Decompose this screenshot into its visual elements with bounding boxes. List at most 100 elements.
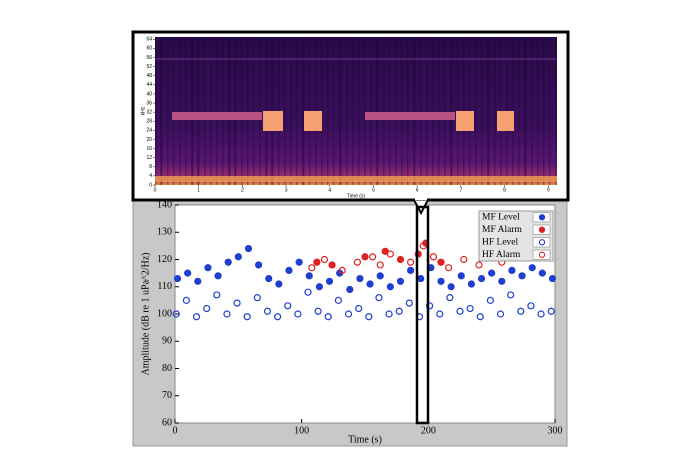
legend-swatch [538,251,546,258]
data-point [508,266,516,274]
data-point [369,253,377,261]
data-point [419,242,427,250]
x-tick-label: 7 [459,187,462,193]
data-point [173,274,182,283]
spectrogram-streak [549,37,551,185]
data-point [507,291,515,299]
data-point [386,283,394,291]
spectrogram-streak [247,37,249,185]
y-tick-label: 140 [157,199,172,210]
spectrogram-streak [376,37,378,185]
spectrogram-streak [352,37,354,185]
data-point [203,304,211,313]
spectrogram-streak [191,37,193,185]
y-tick-label: 100 [157,308,172,319]
x-tick-label: 4 [328,187,331,193]
call-burst [304,111,322,131]
data-point [376,272,384,280]
spectrogram-streak [228,37,230,185]
spectrogram-streak [414,37,416,185]
data-point [527,302,535,310]
data-point [467,280,475,288]
legend-swatch-box [532,249,551,260]
spectrogram-streak [358,37,360,185]
legend-swatch-box [532,237,551,248]
spectrogram-streak [370,37,372,185]
spectrogram-streak [451,37,453,185]
scatter-plot: 60 70 80 90 100 110 120 130 140 0 100 200 300 Time (s… [140,199,562,445]
call-burst [456,111,474,131]
data-point [192,313,201,321]
y-tick-label: 64 [146,37,152,43]
selection-box[interactable] [415,205,430,425]
data-point [477,274,486,283]
x-axis-label: Time (s) [348,434,382,445]
x-tick-label: 300 [548,425,563,436]
data-point [274,313,282,321]
y-tick-label: 52 [146,64,152,70]
y-tick-label: 36 [146,100,152,106]
data-point [496,310,505,318]
data-point [294,310,302,318]
spectrogram-streak [450,37,452,185]
data-point [396,277,405,285]
spectrogram-streak [179,37,181,185]
data-point [366,280,374,288]
x-tick-label: 100 [294,425,309,436]
data-point [437,277,445,285]
data-point [445,264,453,272]
spectrogram-streak [155,37,157,185]
y-axis-label: kHz [140,106,146,115]
spectrogram-streak [210,37,212,185]
spectrogram-streak [339,37,341,185]
spectrogram-streak [333,37,335,185]
legend-label: HF Level [482,237,519,247]
y-tick-label: 110 [157,281,172,292]
y-tick-label: 4 [149,173,152,179]
legend-label: MF Level [482,212,520,222]
data-point [517,307,525,315]
data-point [486,296,494,304]
spectrogram-streak [198,37,200,185]
data-point [518,272,526,280]
x-tick-label: 2 [241,187,244,193]
spectrogram-streak [531,37,533,185]
call-burst [497,111,514,131]
spectrogram-streak [475,37,477,185]
spectrogram-streak [296,37,298,185]
spectrogram-streak [537,37,539,185]
spectrogram-streak [235,37,237,185]
data-point [436,310,444,318]
data-point [437,258,445,266]
x-tick-label: 1 [197,187,200,193]
data-point [213,291,221,299]
data-point [304,288,312,296]
x-tick-label: 6 [416,187,419,193]
y-tick-label: 40 [146,91,152,97]
data-point [386,250,394,258]
spectrogram-streak [346,37,348,185]
spectrogram-streak [413,37,415,185]
legend-swatch [538,239,546,246]
data-point [446,294,454,302]
data-point [315,283,323,291]
data-point [361,253,369,261]
data-point [407,266,415,274]
spectrogram-streak [426,37,428,185]
spectrogram-streak [302,37,304,185]
spectrogram-image [155,37,557,185]
data-point [328,261,336,269]
legend-label: MF Alarm [482,225,522,235]
x-tick-label: 200 [421,425,436,436]
x-tick-label: 0 [154,187,157,193]
y-tick-label: 60 [146,46,152,52]
y-tick-label: 48 [146,73,152,79]
data-point [353,258,361,266]
data-point [429,253,437,261]
data-point [255,261,263,269]
data-point [233,299,241,307]
data-point [375,294,383,302]
y-tick-label: 130 [157,227,172,238]
data-point [376,261,384,269]
spectrogram-streak [395,37,397,185]
